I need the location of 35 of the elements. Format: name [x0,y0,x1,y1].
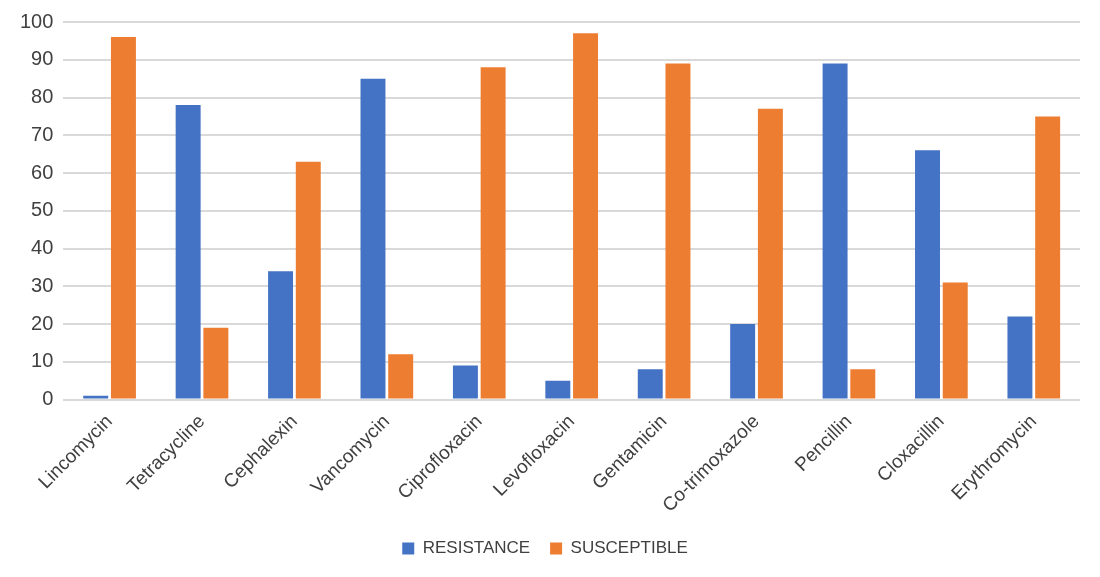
y-tick-label: 50 [31,198,54,221]
y-tick-label: 10 [31,349,54,372]
bar [822,63,848,399]
bar [637,369,663,399]
bar [730,324,756,399]
bar [665,63,691,399]
legend-label: RESISTANCE [422,538,531,558]
bar [83,395,109,399]
y-tick-label: 70 [31,122,54,145]
bar [757,108,783,399]
y-tick-label: 80 [31,85,54,108]
y-tick-label: 60 [31,160,54,183]
bar [1035,116,1061,399]
bar [295,161,321,399]
bar [915,150,940,399]
bar [452,365,478,399]
bar [203,327,229,399]
bar [942,282,968,399]
y-tick-label: 90 [31,47,54,70]
bar [388,354,414,399]
legend-label: SUSCEPTIBLE [570,538,688,558]
bar [268,271,294,399]
y-tick-label: 30 [31,273,54,296]
bar [1007,316,1033,399]
bar [175,105,201,399]
y-tick-label: 0 [42,387,54,410]
bar [850,369,876,399]
bar [573,33,599,399]
y-tick-label: 20 [31,311,54,334]
y-tick-label: 100 [19,9,54,32]
bar [110,37,136,399]
bar [360,78,386,399]
bar [545,380,571,399]
bar [480,67,506,399]
y-tick-label: 40 [31,236,54,259]
